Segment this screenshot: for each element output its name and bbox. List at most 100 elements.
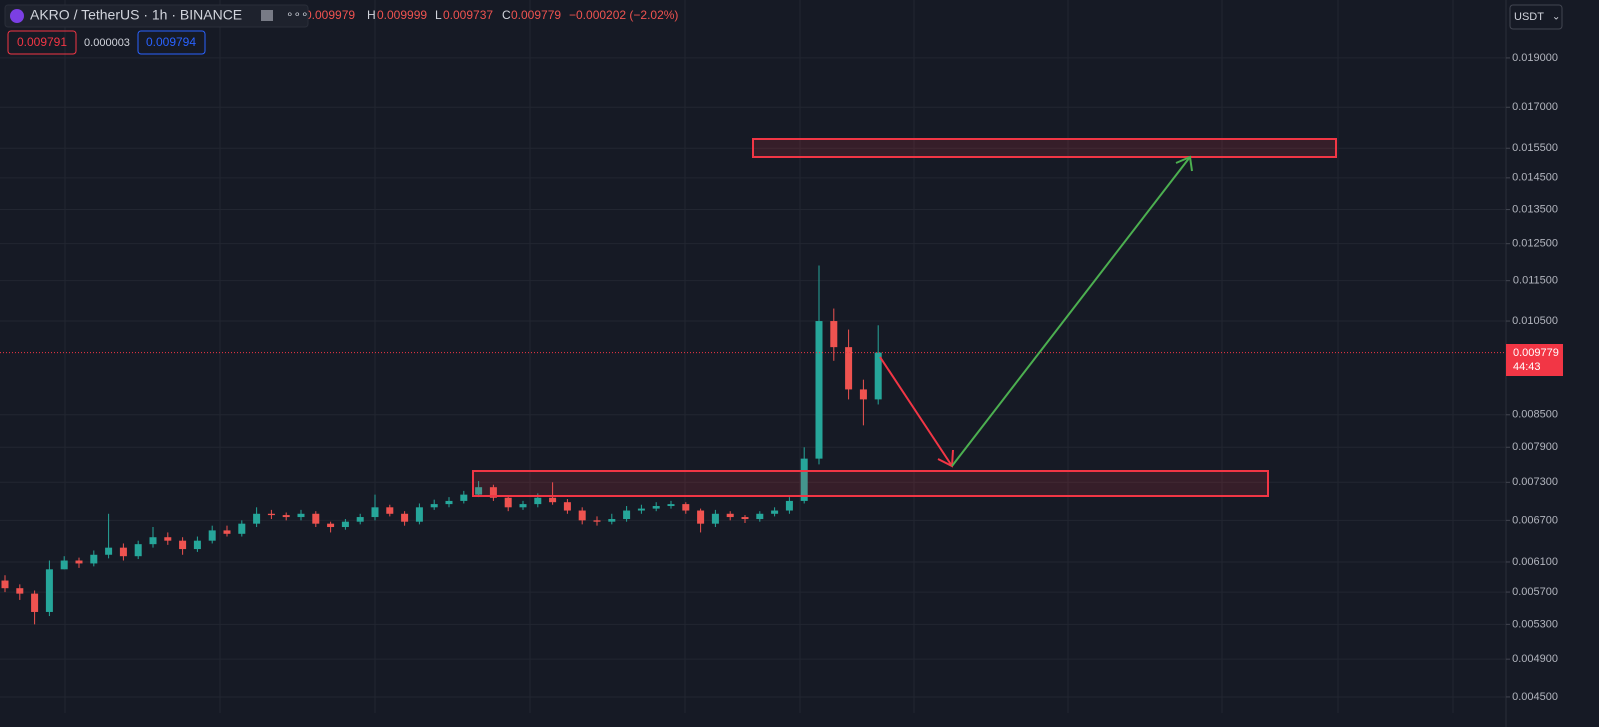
- candle-body: [593, 520, 601, 522]
- candle-body: [327, 523, 335, 528]
- candle-body: [697, 510, 705, 524]
- candle-body: [726, 513, 734, 518]
- resistance-zone[interactable]: [752, 138, 1337, 158]
- candle-body: [652, 506, 660, 509]
- flag-icon[interactable]: [261, 10, 273, 21]
- spread: 0.000003: [84, 37, 130, 49]
- candle-body: [800, 458, 808, 501]
- candle-body: [711, 513, 719, 524]
- candle-body: [874, 352, 882, 400]
- candle-body: [386, 507, 394, 514]
- candle-body: [519, 504, 527, 508]
- y-tick-label: 0.015500: [1512, 142, 1558, 154]
- candle-body: [623, 510, 631, 520]
- candle-body: [45, 569, 53, 612]
- candle-body: [119, 547, 127, 557]
- dropdown-icon[interactable]: ⌄: [1552, 12, 1560, 23]
- y-tick-label: 0.004500: [1512, 691, 1558, 703]
- currency-button[interactable]: [1509, 4, 1563, 30]
- y-tick-label: 0.019000: [1512, 52, 1558, 64]
- high-key: H: [367, 8, 376, 22]
- candle-body: [475, 487, 483, 495]
- candle-body: [297, 513, 305, 518]
- candle-body: [341, 521, 349, 528]
- sell-box[interactable]: [7, 30, 77, 55]
- candle-body: [563, 502, 571, 511]
- symbol-title[interactable]: AKRO / TetherUS · 1h · BINANCE: [30, 7, 242, 23]
- candle-body: [16, 588, 24, 594]
- candle-body: [253, 513, 261, 524]
- up-arrow[interactable]: [951, 156, 1191, 467]
- candle-body: [1, 580, 9, 589]
- buy-box[interactable]: [137, 30, 206, 55]
- y-tick-label: 0.017000: [1512, 101, 1558, 113]
- candle-body: [356, 517, 364, 522]
- y-tick-label: 0.004900: [1512, 653, 1558, 665]
- y-tick-label: 0.014500: [1512, 172, 1558, 184]
- candle-body: [741, 517, 749, 520]
- y-tick-label: 0.007900: [1512, 441, 1558, 453]
- candle-body: [282, 515, 290, 518]
- candle-body: [415, 507, 423, 522]
- sell-price[interactable]: 0.009791: [17, 35, 67, 49]
- symbol-icon: [10, 9, 24, 23]
- open-value: 0.009979: [305, 8, 355, 22]
- candle-body: [134, 544, 142, 557]
- vertical-grid: [64, 0, 1454, 713]
- candle-body: [149, 537, 157, 545]
- candle-body: [460, 494, 468, 501]
- y-tick-label: 0.006700: [1512, 514, 1558, 526]
- candle-body: [608, 519, 616, 522]
- candle-body: [223, 530, 231, 534]
- y-tick-label: 0.013500: [1512, 203, 1558, 215]
- price-tag-value: 0.009779: [1513, 347, 1559, 359]
- candle-body: [312, 513, 320, 524]
- candle-body: [637, 508, 645, 511]
- candle-body: [238, 523, 246, 534]
- candle-body: [193, 540, 201, 550]
- candle-body: [845, 347, 853, 390]
- candle-body: [785, 500, 793, 511]
- y-tick-label: 0.010500: [1512, 315, 1558, 327]
- candle-body: [549, 497, 557, 503]
- candle-body: [771, 510, 779, 514]
- y-tick-label: 0.005300: [1512, 618, 1558, 630]
- candle-body: [504, 497, 512, 508]
- y-tick-label: 0.006100: [1512, 556, 1558, 568]
- candle-body: [445, 500, 453, 505]
- currency[interactable]: USDT: [1514, 11, 1544, 23]
- candle-body: [179, 540, 187, 550]
- symbol-box[interactable]: [4, 4, 309, 28]
- close-key: C: [502, 8, 511, 22]
- candle-body: [756, 513, 764, 520]
- low-key: L: [435, 8, 442, 22]
- candle-body: [90, 554, 98, 564]
- low-value: 0.009737: [443, 8, 493, 22]
- y-tick-label: 0.011500: [1513, 275, 1558, 287]
- candle-body: [682, 504, 690, 511]
- y-tick-label: 0.012500: [1512, 238, 1558, 250]
- y-tick-label: 0.007300: [1512, 476, 1558, 488]
- buy-price[interactable]: 0.009794: [146, 35, 196, 49]
- support-zone[interactable]: [472, 470, 1269, 497]
- candle-body: [267, 513, 275, 516]
- down-arrow[interactable]: [879, 356, 953, 467]
- close-value: 0.009779: [511, 8, 561, 22]
- price-tag: [1506, 344, 1563, 376]
- candle-body: [208, 530, 216, 541]
- legend: O 0.009979 H 0.009999 L 0.009737 C 0.009…: [4, 4, 678, 55]
- candle-body: [401, 513, 409, 522]
- candle-body: [105, 547, 113, 555]
- candle-body: [830, 321, 838, 348]
- candle-body: [75, 560, 83, 564]
- drawings: [472, 138, 1337, 497]
- candle-body: [534, 497, 542, 505]
- y-tick-label: 0.005700: [1512, 586, 1558, 598]
- candle-body: [489, 487, 497, 498]
- y-tick-label: 0.008500: [1512, 409, 1558, 421]
- more-icon[interactable]: ∘∘∘: [286, 7, 309, 21]
- candle-body: [60, 560, 68, 570]
- candle-body: [164, 537, 172, 541]
- candle-body: [667, 504, 675, 507]
